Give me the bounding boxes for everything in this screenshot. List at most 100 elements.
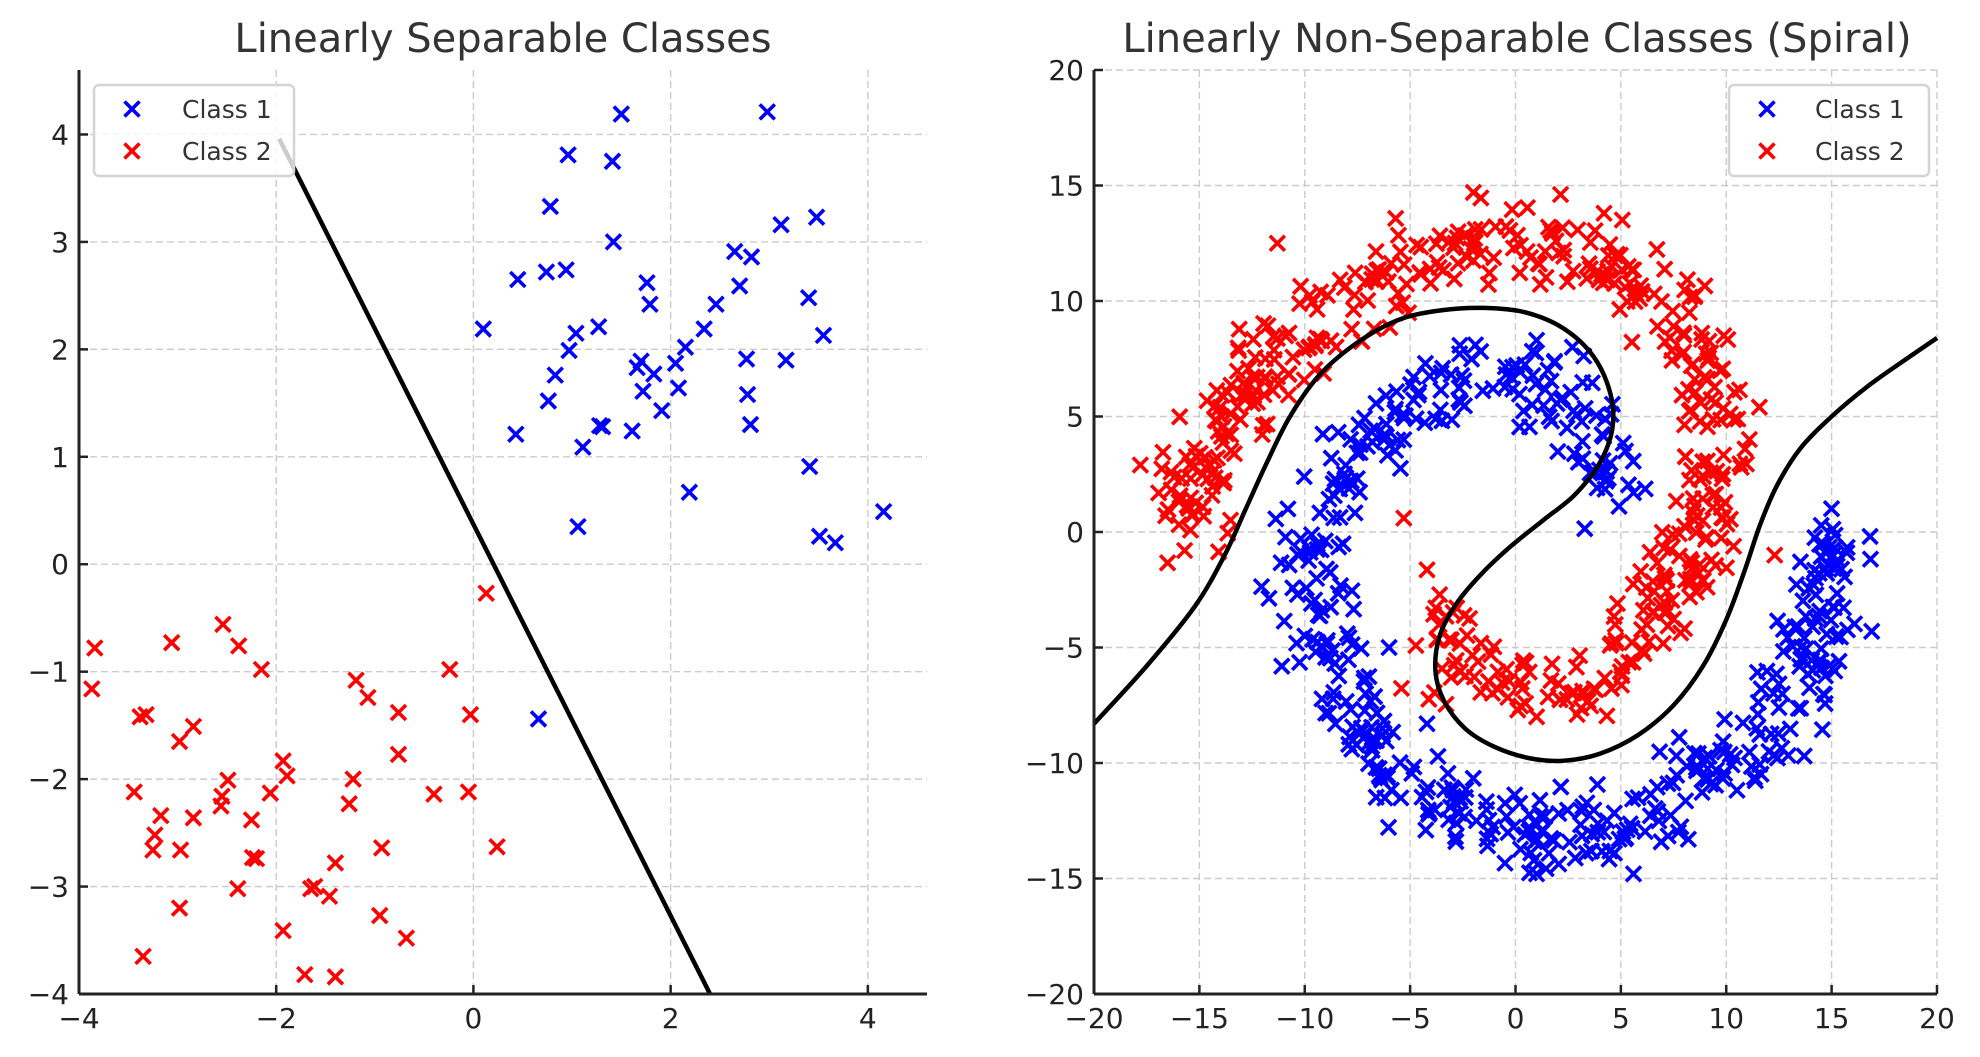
point-class-1: [574, 438, 592, 456]
data-points: [1131, 183, 1881, 883]
point-class-2: [1187, 447, 1205, 465]
point-class-2: [1175, 541, 1194, 560]
point-class-1: [1650, 743, 1669, 761]
decision-boundary: [1094, 305, 1939, 764]
point-class-2: [1648, 240, 1666, 259]
point-class-2: [1586, 221, 1604, 240]
point-class-1: [1462, 350, 1481, 368]
point-class-1: [1302, 525, 1321, 544]
point-class-1: [1320, 704, 1338, 723]
point-class-2: [125, 783, 143, 801]
legend-marker-class-1: [123, 100, 141, 118]
legend-marker-class-2: [1758, 142, 1776, 160]
point-class-2: [1170, 408, 1189, 426]
point-class-2: [1393, 293, 1412, 312]
point-class-1: [1510, 385, 1529, 403]
point-class-2: [1682, 356, 1701, 375]
point-class-2: [1389, 226, 1408, 245]
point-class-1: [1578, 794, 1596, 812]
point-class-1: [1322, 449, 1341, 467]
point-class-2: [1684, 489, 1702, 508]
point-class-1: [1478, 830, 1496, 848]
point-class-2: [1613, 211, 1632, 229]
point-class-1: [1407, 409, 1425, 428]
point-class-1: [1391, 459, 1410, 478]
point-class-1: [1773, 739, 1791, 757]
point-class-2: [152, 806, 170, 825]
point-class-1: [1536, 380, 1554, 399]
point-class-1: [1845, 615, 1864, 633]
point-class-2: [1680, 303, 1699, 322]
legend-box: [1727, 83, 1931, 178]
y-tick-label: −2: [28, 763, 69, 796]
point-class-1: [1551, 390, 1570, 409]
point-class-1: [1464, 769, 1483, 788]
point-class-1: [1299, 551, 1318, 570]
legend-box: [92, 83, 296, 178]
point-class-1: [1804, 661, 1822, 680]
point-class-1: [1636, 822, 1654, 841]
point-class-2: [477, 584, 496, 603]
point-class-2: [86, 639, 104, 657]
x-tick-label: −10: [1275, 1002, 1334, 1035]
point-class-1: [1474, 381, 1492, 400]
point-class-2: [261, 784, 280, 802]
point-class-2: [1420, 690, 1438, 708]
point-class-1: [1610, 497, 1628, 516]
decision-boundary-line: [1094, 305, 1939, 764]
point-class-2: [1731, 455, 1749, 473]
point-class-2: [1638, 615, 1656, 634]
point-class-2: [1610, 300, 1629, 319]
point-class-2: [1511, 264, 1529, 282]
point-class-1: [559, 146, 577, 164]
point-class-1: [1432, 381, 1450, 399]
point-class-1: [539, 392, 558, 410]
chart-title: Linearly Separable Classes: [234, 16, 771, 62]
point-class-2: [1729, 410, 1747, 428]
point-class-2: [1736, 440, 1754, 458]
point-class-1: [1331, 576, 1350, 595]
point-class-1: [1418, 714, 1436, 733]
legend-label-class-1: Class 1: [182, 95, 272, 124]
point-class-1: [669, 379, 688, 397]
point-class-1: [707, 295, 725, 313]
y-tick-label: 1: [51, 441, 69, 474]
legend-label-class-2: Class 2: [1815, 137, 1905, 166]
point-class-2: [1635, 644, 1653, 663]
point-class-2: [1258, 415, 1276, 433]
point-class-1: [1496, 854, 1514, 872]
point-class-1: [474, 320, 493, 338]
x-tick-label: 15: [1814, 1002, 1850, 1035]
point-class-2: [1181, 521, 1200, 539]
point-class-1: [1496, 378, 1514, 396]
x-tick-label: 20: [1919, 1002, 1955, 1035]
point-class-1: [800, 457, 819, 476]
point-class-1: [814, 326, 833, 345]
point-class-2: [1527, 708, 1546, 726]
point-class-2: [1713, 469, 1731, 488]
point-class-2: [1482, 645, 1500, 664]
point-class-1: [1341, 430, 1360, 449]
point-class-1: [1313, 601, 1331, 619]
point-class-2: [1464, 251, 1483, 270]
point-class-2: [1158, 554, 1177, 572]
point-class-1: [1275, 612, 1294, 630]
point-class-2: [1663, 525, 1682, 544]
point-class-1: [1377, 415, 1396, 433]
point-class-2: [1518, 198, 1537, 217]
point-class-1: [1346, 504, 1364, 522]
point-class-1: [1417, 783, 1435, 801]
point-class-2: [1331, 271, 1349, 289]
point-class-1: [1431, 401, 1450, 419]
point-class-2: [1714, 326, 1733, 345]
y-tick-label: −10: [1025, 747, 1084, 780]
point-class-2: [242, 811, 261, 829]
point-class-2: [1568, 221, 1587, 239]
point-class-2: [1489, 680, 1507, 698]
point-class-2: [1243, 394, 1262, 413]
point-class-1: [1523, 342, 1542, 361]
point-class-1: [1401, 375, 1420, 394]
x-tick-label: −20: [1064, 1002, 1123, 1035]
point-class-1: [1326, 654, 1344, 673]
